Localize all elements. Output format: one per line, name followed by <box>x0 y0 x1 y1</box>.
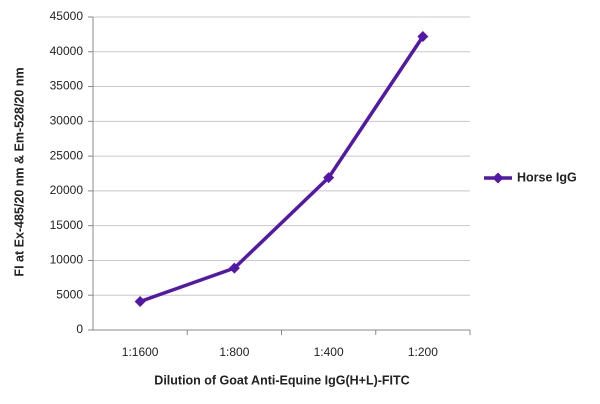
y-tick-label: 15000 <box>50 218 84 232</box>
marker <box>323 172 335 184</box>
x-tick-label: 1:1600 <box>122 345 159 359</box>
y-tick-label: 40000 <box>50 44 84 58</box>
y-tick-label: 35000 <box>50 79 84 93</box>
x-axis-title: Dilution of Goat Anti-Equine IgG(H+L)-FI… <box>154 373 409 387</box>
line <box>139 35 425 304</box>
marker <box>228 262 240 274</box>
x-tick-label: 1:400 <box>314 345 344 359</box>
y-tick-label: 45000 <box>50 9 84 23</box>
y-tick-label: 25000 <box>50 148 84 162</box>
y-tick-label: 20000 <box>50 183 84 197</box>
legend-marker <box>492 172 504 184</box>
x-tick-label: 1:200 <box>408 345 438 359</box>
marker <box>417 30 429 42</box>
legend-label: Horse IgG <box>517 170 577 184</box>
y-tick-label: 30000 <box>50 114 84 128</box>
y-axis-title: FI at Ex-485/20 nm & Em-528/20 nm <box>12 67 26 276</box>
y-tick-label: 10000 <box>50 253 84 267</box>
y-tick-label: 0 <box>76 322 83 336</box>
marker <box>134 295 146 307</box>
x-tick-label: 1:800 <box>219 345 249 359</box>
y-tick-label: 5000 <box>56 287 83 301</box>
